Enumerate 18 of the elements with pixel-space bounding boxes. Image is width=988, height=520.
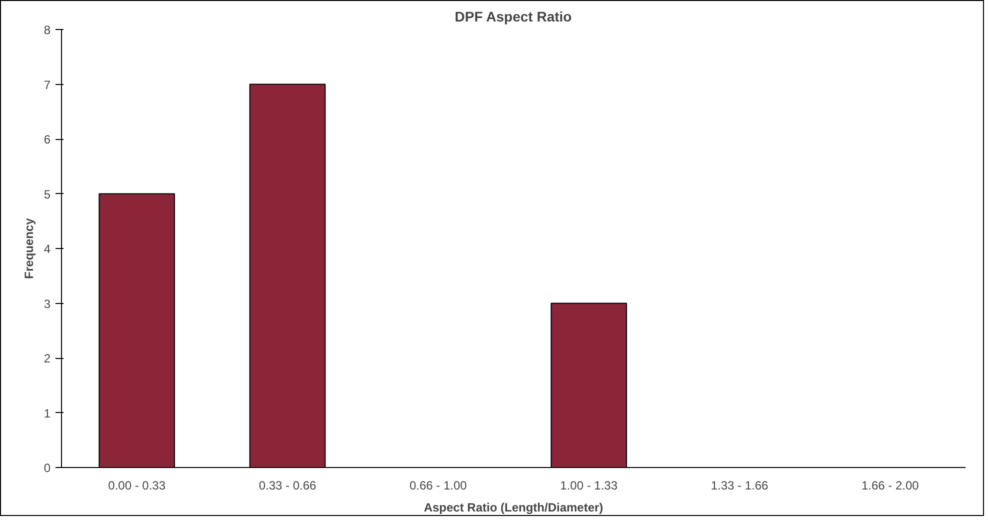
x-axis-title: Aspect Ratio (Length/Diameter)	[424, 500, 604, 514]
y-tick-label: 5	[44, 187, 51, 202]
x-tick-label: 0.00 - 0.33	[108, 478, 166, 492]
y-axis-title: Frequency	[22, 218, 36, 279]
y-tick-label: 2	[44, 352, 51, 366]
y-tick-label: 6	[44, 132, 51, 146]
y-tick-label: 0	[44, 461, 51, 475]
y-tick-label: 8	[44, 23, 51, 37]
y-tick-label: 3	[44, 296, 51, 311]
y-tick-label: 4	[44, 242, 51, 256]
x-tick-label: 0.33 - 0.66	[258, 478, 317, 492]
x-tick-label: 1.00 - 1.33	[560, 478, 618, 492]
x-tick-label: 1.66 - 2.00	[861, 478, 920, 492]
x-tick-label: 0.66 - 1.00	[409, 478, 468, 492]
y-tick-label: 7	[44, 78, 51, 92]
x-tick-label: 1.33 - 1.66	[710, 478, 769, 492]
chart-title: DPF Aspect Ratio	[454, 8, 572, 24]
y-tick-label: 1	[44, 406, 51, 420]
